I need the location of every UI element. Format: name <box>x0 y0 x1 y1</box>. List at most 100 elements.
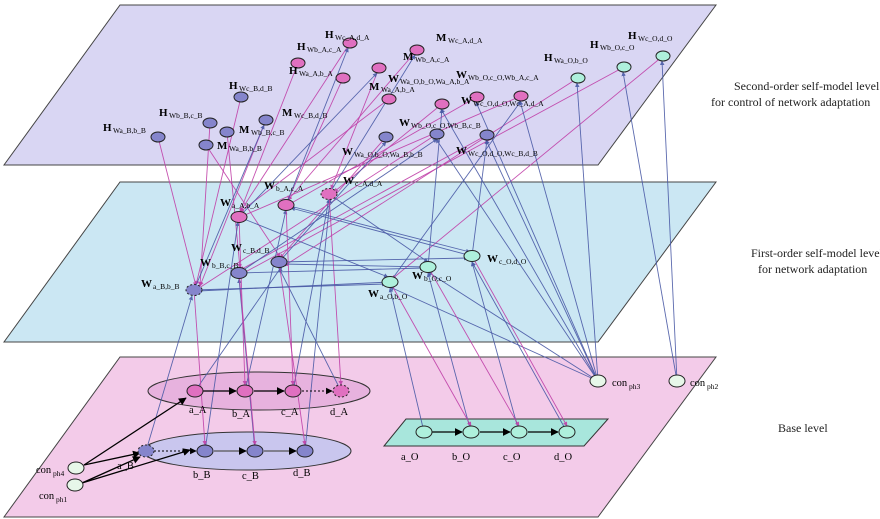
node-W-aO-bO-aA-bA[interactable]: W Wa_O,b_O,Wa_A,b_A <box>388 73 470 110</box>
node-W-b_O-c_O[interactable]: W b_O,c_O <box>412 261 452 284</box>
connection-line <box>440 108 599 382</box>
svg-text:Wa_O,b_O: Wa_O,b_O <box>554 56 588 65</box>
node-d_A[interactable]: d_A <box>330 384 350 418</box>
svg-text:a_A,b_A: a_A,b_A <box>232 201 260 210</box>
svg-text:W: W <box>342 146 353 158</box>
node-c_B[interactable]: c_B <box>242 444 264 482</box>
svg-text:W: W <box>456 145 467 157</box>
node-W-aO-bO-aB-bB[interactable]: W Wa_O,b_O,Wa_B,b_B <box>342 131 423 159</box>
node-W-b_B-c_B[interactable]: W b_B,c_B <box>200 257 248 279</box>
svg-text:c_O,d_O: c_O,d_O <box>499 257 527 266</box>
node-b_B[interactable]: b_B <box>193 444 214 481</box>
connection-line <box>287 77 344 201</box>
node-H-a_B-b_B[interactable]: H Wa_B,b_B <box>103 122 166 143</box>
node-M-a_B-b_B[interactable]: M Wa_B,b_B <box>198 139 262 153</box>
node-H-b_A-c_A[interactable]: H Wb_A,c_A <box>290 41 342 69</box>
node-W-c_A-d_A[interactable]: W c_A,d_A <box>320 175 383 200</box>
svg-text:a_B,b_B: a_B,b_B <box>153 282 179 291</box>
node-W-cO-dO-cB-dB[interactable]: W Wc_O,d_O,Wc_B,d_B <box>456 129 538 158</box>
base-internal-connections <box>81 387 559 484</box>
node-con-ph2[interactable]: con ph2 <box>668 374 719 391</box>
node-W-a_A-b_A[interactable]: W a_A,b_A <box>220 197 260 223</box>
node-H-a_O-b_O[interactable]: H Wa_O,b_O <box>544 52 588 84</box>
svg-text:con: con <box>612 378 628 389</box>
svg-text:M: M <box>239 124 250 136</box>
svg-text:b_B,c_B: b_B,c_B <box>212 261 238 270</box>
svg-text:Wb_B,c_B: Wb_B,c_B <box>251 128 285 137</box>
context-nodes: con ph4 con ph1 con ph3 con ph2 <box>36 374 719 504</box>
connection-line <box>328 193 429 263</box>
node-H-b_O-c_O[interactable]: H Wb_O,c_O <box>590 39 635 73</box>
node-H-a_A-b_A[interactable]: H Wa_A,b_A <box>289 65 351 84</box>
connection-line <box>471 255 568 427</box>
node-d_O[interactable]: d_O <box>554 425 576 463</box>
connection-line <box>290 206 473 257</box>
svg-text:ph3: ph3 <box>629 382 641 391</box>
node-W-c_O-d_O[interactable]: W c_O,d_O <box>463 250 527 267</box>
connection-line <box>244 209 288 392</box>
svg-text:W: W <box>487 253 498 265</box>
base-nodes: a_A b_A c_A d_A a_B b_B c_B d_B <box>117 384 576 482</box>
connection-line <box>193 289 207 446</box>
svg-text:H: H <box>590 39 599 51</box>
svg-text:c_A,d_A: c_A,d_A <box>355 179 383 188</box>
connection-line <box>239 42 351 213</box>
svg-text:Wa_A,b_A: Wa_A,b_A <box>299 69 333 78</box>
node-b_O[interactable]: b_O <box>452 425 480 463</box>
node-c_O[interactable]: c_O <box>503 425 528 463</box>
node-b_A[interactable]: b_A <box>232 384 254 420</box>
connection-line <box>238 72 378 218</box>
node-M-b_B-c_B[interactable]: M Wb_B,c_B <box>219 124 285 138</box>
node-M-c_B-d_B[interactable]: M Wc_B,d_B <box>258 107 328 126</box>
node-a_B[interactable]: a_B <box>117 444 155 472</box>
node-H-c_O-d_O[interactable]: H Wc_O,d_O <box>628 30 673 62</box>
node-con-ph1[interactable]: con ph1 <box>39 478 84 504</box>
node-W-bO-cO-bB-cB[interactable]: W Wb_O,c_O,Wb_B,c_B <box>399 117 481 140</box>
svg-text:con: con <box>39 491 55 502</box>
node-W-cO-dO-cA-dA[interactable]: W Wc_O,d_O,Wc_A,d_A <box>461 90 544 108</box>
svg-text:Wb_A,c_A: Wb_A,c_A <box>307 45 342 54</box>
svg-text:c_O: c_O <box>503 452 521 463</box>
node-con-ph3[interactable]: con ph3 <box>589 374 641 391</box>
node-c_A[interactable]: c_A <box>281 384 302 418</box>
svg-text:W: W <box>343 175 354 187</box>
svg-text:con: con <box>690 378 706 389</box>
svg-text:a_O: a_O <box>401 452 419 463</box>
connection-line <box>391 55 664 280</box>
node-M-b_A-c_A[interactable]: M Wb_A,c_A <box>371 51 450 74</box>
connection-line <box>621 71 678 382</box>
first-order-level-label-line1: First-order self-model level <box>751 246 880 260</box>
node-a_A[interactable]: a_A <box>186 384 207 416</box>
node-W-a_B-b_B[interactable]: W a_B,b_B <box>141 278 203 296</box>
connection-line <box>285 204 471 254</box>
connection-line <box>239 134 488 271</box>
node-d_B[interactable]: d_B <box>293 444 314 479</box>
first-order-level-label-line2: for network adaptation <box>758 262 867 276</box>
svg-text:Wc_A,d_A: Wc_A,d_A <box>335 33 370 42</box>
svg-text:b_O,c_O: b_O,c_O <box>424 274 452 283</box>
connection-line <box>238 272 257 446</box>
node-W-c_B-d_B[interactable]: W c_B,d_B <box>231 242 288 268</box>
node-H-c_B-d_B[interactable]: H Wc_B,d_B <box>229 80 273 103</box>
node-W-a_O-b_O[interactable]: W a_O,b_O <box>368 276 408 302</box>
connection-line <box>197 281 391 294</box>
svg-text:Wb_O,c_O,Wb_B,c_B: Wb_O,c_O,Wb_B,c_B <box>411 121 481 130</box>
node-M-a_A-b_A[interactable]: M Wa_A,b_A <box>369 81 415 105</box>
node-W-b_A-c_A[interactable]: W b_A,c_A <box>264 180 304 211</box>
connection-line <box>194 265 283 392</box>
node-con-ph4[interactable]: con ph4 <box>36 461 85 478</box>
svg-text:Wa_B,b_B: Wa_B,b_B <box>113 126 146 135</box>
svg-text:d_A: d_A <box>330 407 349 418</box>
connection-line <box>292 198 331 392</box>
node-M-c_A-d_A[interactable]: M Wc_A,d_A <box>409 32 483 56</box>
second-order-nodes: H Wc_A,d_A M Wc_A,d_A H Wb_A,c_A M Wb_A,… <box>103 29 673 159</box>
node-H-c_A-d_A[interactable]: H Wc_A,d_A <box>325 29 370 49</box>
svg-text:H: H <box>289 65 298 77</box>
svg-text:Wc_B,d_B: Wc_B,d_B <box>239 84 273 93</box>
node-W-bO-cO-bA-cA[interactable]: W Wb_O,c_O,Wb_A,c_A <box>456 69 539 103</box>
svg-text:Wc_A,d_A: Wc_A,d_A <box>448 36 483 45</box>
node-a_O[interactable]: a_O <box>401 425 433 463</box>
connection-line <box>389 100 522 283</box>
node-H-b_B-c_B[interactable]: H Wb_B,c_B <box>159 107 218 129</box>
